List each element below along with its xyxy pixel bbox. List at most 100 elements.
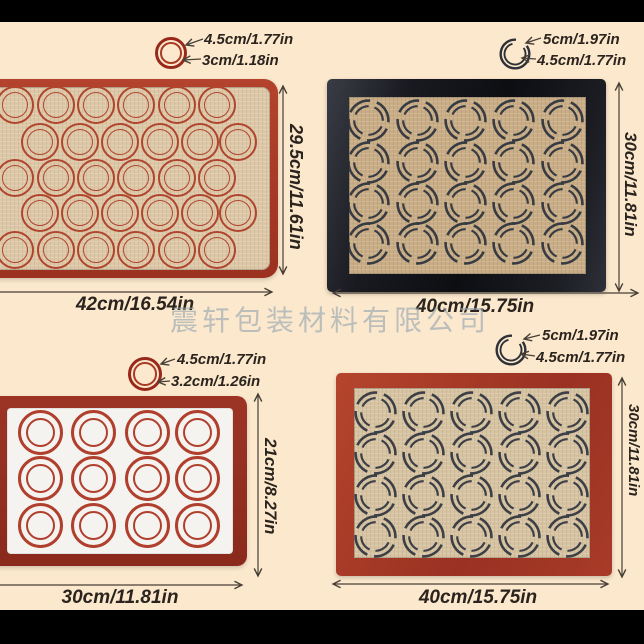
mat-circle bbox=[61, 194, 99, 232]
mat-circle bbox=[17, 502, 63, 548]
size-sample-circle-bottom-left bbox=[128, 357, 162, 391]
mat-circle bbox=[443, 221, 487, 265]
mat-circle bbox=[101, 194, 139, 232]
size-sample-circle-bottom-right bbox=[495, 334, 527, 366]
mat-circle bbox=[219, 194, 257, 232]
mat-circle bbox=[70, 502, 116, 548]
bottom-black-bar bbox=[0, 610, 644, 644]
mat-circle bbox=[401, 390, 445, 434]
mat-circle bbox=[497, 431, 541, 475]
mat-circle bbox=[70, 455, 116, 501]
inner-diameter-label-top-left: 3cm/1.18in bbox=[202, 52, 279, 69]
mat-circle bbox=[124, 502, 170, 548]
height-label-top-left: 29.5cm/11.61in bbox=[286, 124, 306, 250]
mat-circle bbox=[349, 140, 390, 184]
mat-circle bbox=[491, 98, 535, 142]
mat-circle bbox=[449, 431, 493, 475]
mat-circle bbox=[0, 231, 34, 269]
mat-circle bbox=[401, 431, 445, 475]
mat-circle bbox=[0, 159, 34, 197]
mat-circle bbox=[497, 390, 541, 434]
outer-diameter-label-bottom-right: 5cm/1.97in bbox=[542, 327, 619, 344]
inner-ring bbox=[133, 362, 157, 386]
mat-circle bbox=[545, 431, 589, 475]
width-label-bottom-left: 30cm/11.81in bbox=[61, 587, 179, 608]
height-label-top-right: 30cm/11.81in bbox=[621, 132, 640, 237]
mat-circle bbox=[349, 98, 390, 142]
height-label-bottom-left: 21cm/8.27in bbox=[261, 438, 280, 535]
mat-circle bbox=[117, 231, 155, 269]
mat-circle bbox=[545, 390, 589, 434]
mat-circle bbox=[181, 194, 219, 232]
outer-diameter-label-bottom-left: 4.5cm/1.77in bbox=[177, 351, 267, 368]
inner-diameter-label-top-right: 4.5cm/1.77in bbox=[537, 52, 627, 69]
mat-top-left bbox=[0, 79, 278, 278]
mat-bottom-right bbox=[336, 373, 612, 576]
mat-circle bbox=[77, 159, 115, 197]
mat-circle bbox=[449, 390, 493, 434]
mat-circle bbox=[198, 87, 236, 124]
mat-circle bbox=[540, 221, 584, 265]
mat-circle bbox=[395, 181, 439, 225]
mat-circle bbox=[401, 514, 445, 558]
mat-circle bbox=[491, 221, 535, 265]
mat-circle bbox=[497, 514, 541, 558]
mat-circle bbox=[395, 98, 439, 142]
mat-bottom-left bbox=[0, 396, 247, 566]
mat-top-right bbox=[327, 79, 606, 292]
mat-circle bbox=[61, 123, 99, 161]
height-label-bottom-right: 30cm/11.81in bbox=[625, 404, 642, 497]
mat-circle bbox=[174, 409, 220, 455]
mat-circle bbox=[349, 181, 390, 225]
mat-circle bbox=[449, 473, 493, 517]
mat-circle bbox=[77, 231, 115, 269]
mat-circle bbox=[174, 502, 220, 548]
width-label-top-left: 42cm/16.54in bbox=[75, 294, 195, 315]
width-label-top-right: 40cm/15.75in bbox=[415, 296, 535, 317]
outer-diameter-label-top-left: 4.5cm/1.77in bbox=[204, 31, 294, 48]
mat-bottom-left-surface bbox=[7, 408, 233, 554]
mat-circle bbox=[491, 181, 535, 225]
mat-circle bbox=[37, 159, 75, 197]
mat-circle bbox=[117, 159, 155, 197]
mat-circle bbox=[21, 194, 59, 232]
mat-circle bbox=[395, 140, 439, 184]
mat-circle bbox=[395, 221, 439, 265]
mat-circle bbox=[158, 159, 196, 197]
mat-circle bbox=[101, 123, 139, 161]
mat-circle bbox=[354, 514, 397, 558]
mat-circle bbox=[354, 390, 397, 434]
mat-circle bbox=[449, 514, 493, 558]
mat-circle bbox=[0, 87, 34, 124]
mat-circle bbox=[401, 473, 445, 517]
outer-diameter-label-top-right: 5cm/1.97in bbox=[543, 31, 620, 48]
mat-circle bbox=[17, 409, 63, 455]
watermark-text: 震轩包装材料有限公司 bbox=[170, 306, 491, 337]
size-sample-circle-top-right bbox=[499, 38, 531, 70]
mat-circle bbox=[37, 87, 75, 124]
mat-circle bbox=[17, 455, 63, 501]
mat-circle bbox=[174, 455, 220, 501]
mat-circle bbox=[37, 231, 75, 269]
mat-circle bbox=[181, 123, 219, 161]
mat-circle bbox=[117, 87, 155, 124]
mat-circle bbox=[21, 123, 59, 161]
mat-circle bbox=[70, 409, 116, 455]
mat-bottom-right-surface bbox=[354, 388, 590, 558]
mat-circle bbox=[545, 473, 589, 517]
mat-circle bbox=[124, 409, 170, 455]
mat-circle bbox=[141, 194, 179, 232]
mat-circle bbox=[158, 231, 196, 269]
inner-ring bbox=[160, 42, 182, 64]
mat-circle bbox=[141, 123, 179, 161]
mat-circle bbox=[497, 473, 541, 517]
mat-circle bbox=[158, 87, 196, 124]
mat-circle bbox=[349, 221, 390, 265]
mat-circle bbox=[443, 181, 487, 225]
mat-circle bbox=[77, 87, 115, 124]
size-sample-circle-top-left bbox=[155, 37, 187, 69]
mat-circle bbox=[354, 431, 397, 475]
mat-top-left-surface bbox=[0, 87, 270, 270]
mat-circle bbox=[124, 455, 170, 501]
